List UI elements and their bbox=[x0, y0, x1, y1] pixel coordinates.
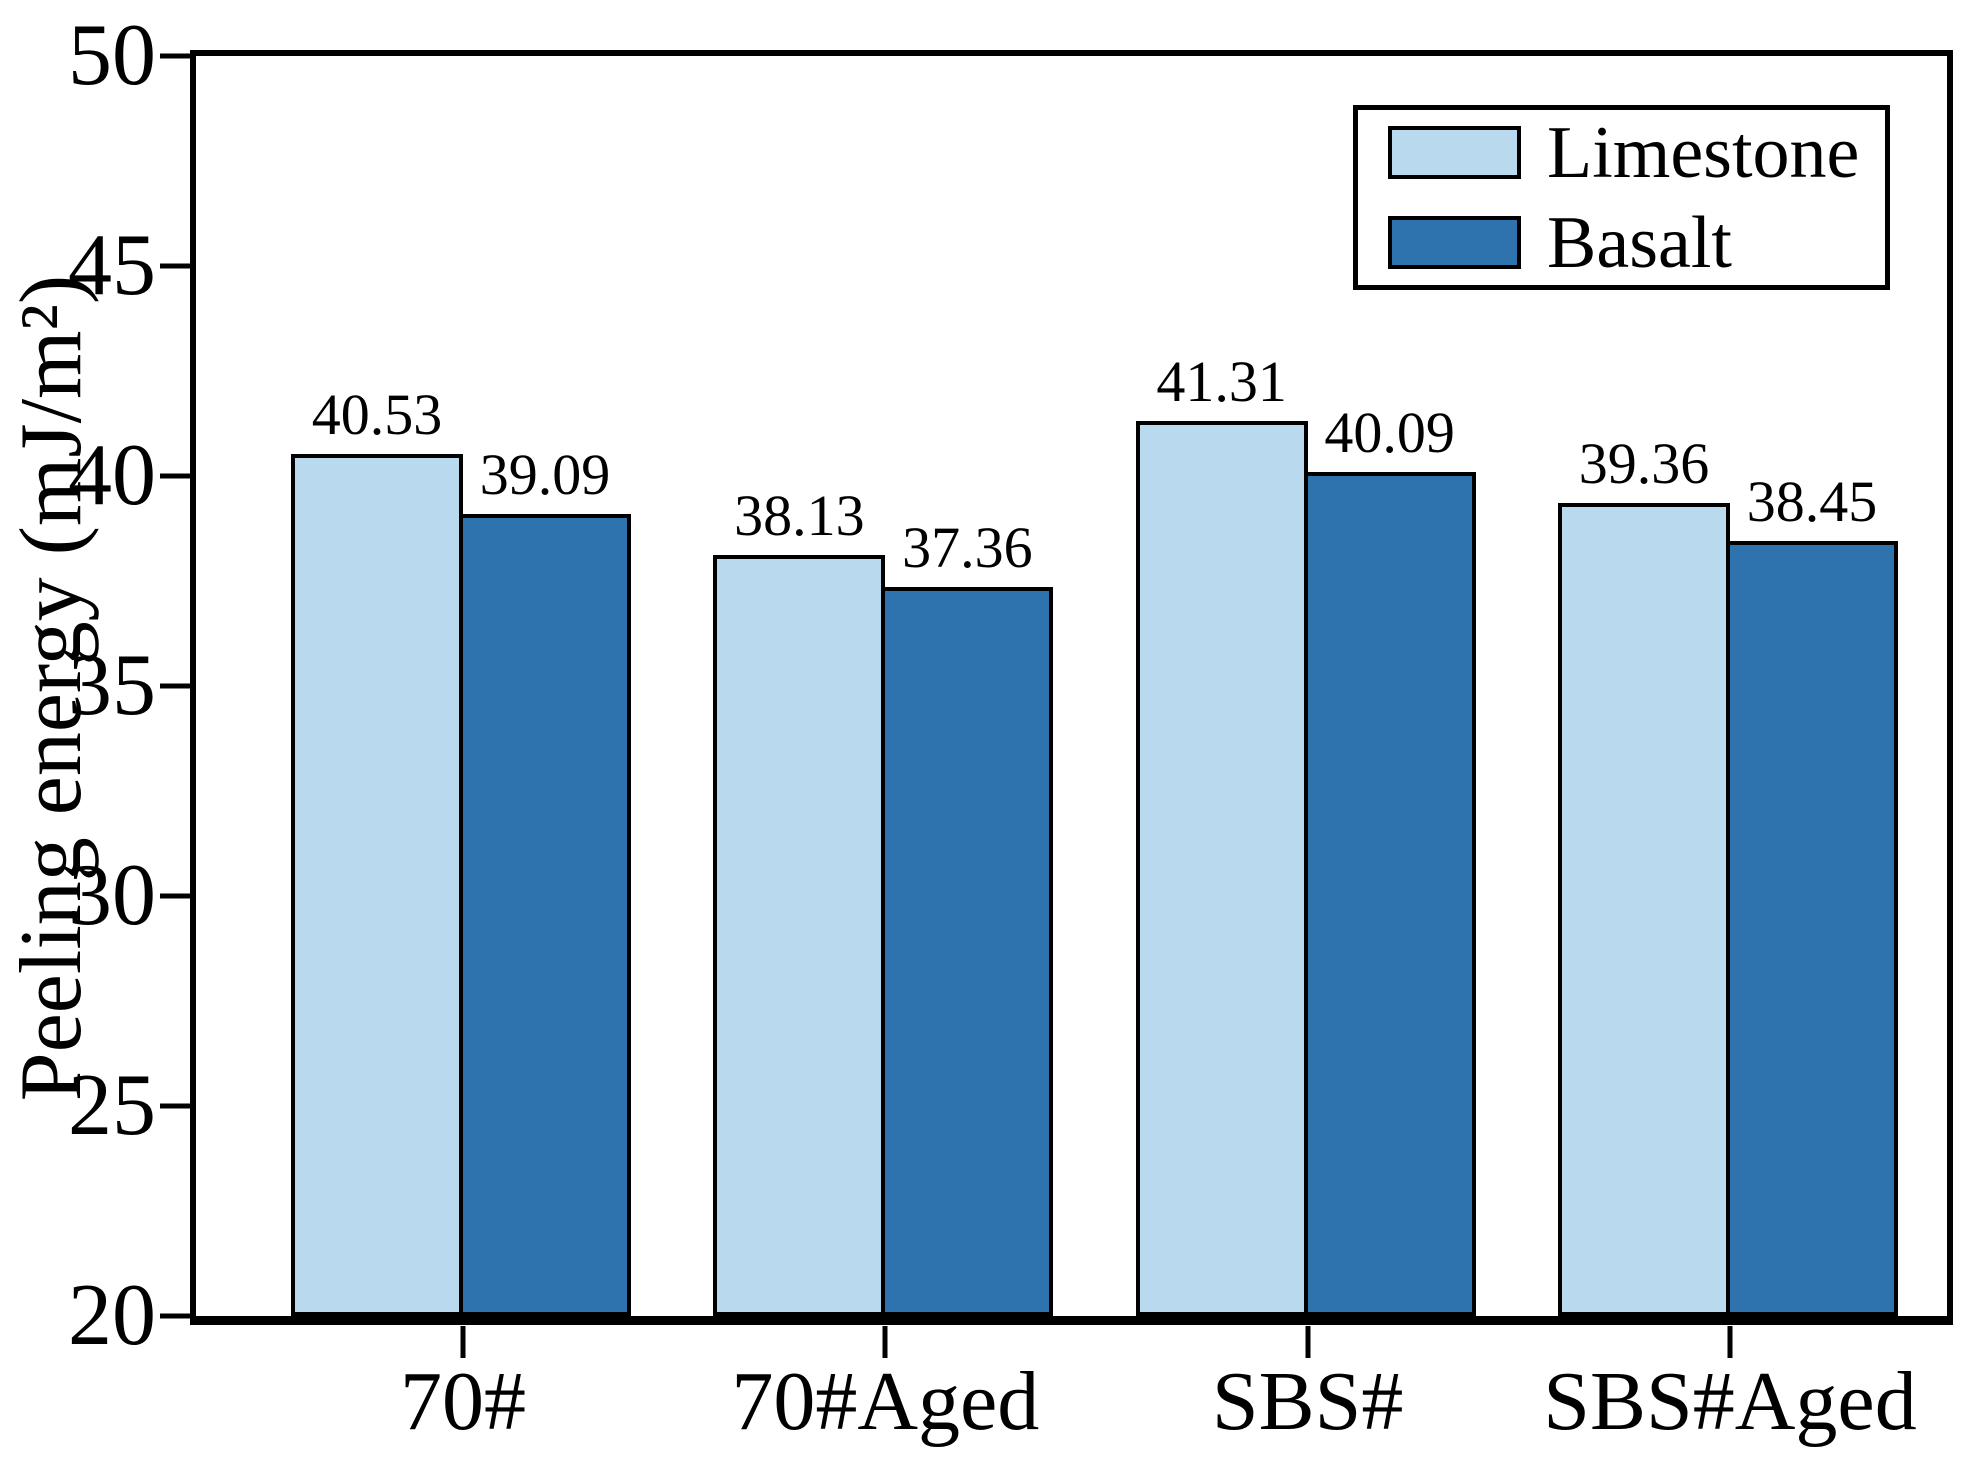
bar-value-label-basalt-sbs: 40.09 bbox=[1324, 400, 1455, 466]
y-axis-tick-label-30: 30 bbox=[68, 847, 156, 944]
bar-value-label-basalt-70: 39.09 bbox=[479, 442, 611, 508]
bar-value-label-limestone-70-aged: 38.13 bbox=[734, 482, 865, 548]
y-axis-tick-35 bbox=[160, 683, 190, 689]
legend-label-limestone: Limestone bbox=[1547, 111, 1860, 194]
x-axis-label-70-aged: 70#Aged bbox=[731, 1355, 1040, 1448]
y-axis-tick-50 bbox=[160, 53, 190, 59]
bar-limestone-sbs: 41.31 bbox=[1135, 352, 1308, 1316]
bar-value-label-limestone-sbs: 41.31 bbox=[1156, 348, 1287, 414]
y-axis-tick-label-25: 25 bbox=[68, 1057, 156, 1154]
legend-item-basalt: Basalt bbox=[1388, 206, 1885, 280]
bar-basalt-sbs: 40.09 bbox=[1303, 404, 1476, 1316]
bar-value-label-basalt-70-aged: 37.36 bbox=[902, 514, 1033, 580]
y-axis-tick-20 bbox=[160, 1313, 190, 1319]
bar-group-sbs: 41.31 40.09 SBS# bbox=[1135, 56, 1480, 1444]
y-axis-tick-45 bbox=[160, 263, 190, 269]
x-axis-tick-70 bbox=[460, 1326, 466, 1358]
y-axis-tick-30 bbox=[160, 893, 190, 899]
legend-item-limestone: Limestone bbox=[1388, 116, 1885, 190]
x-axis-label-sbs: SBS# bbox=[1211, 1355, 1404, 1448]
y-axis-tick-label-45: 45 bbox=[68, 217, 156, 314]
y-axis-tick-40 bbox=[160, 473, 190, 479]
bar-basalt-70-aged: 37.36 bbox=[881, 518, 1054, 1316]
x-axis-tick-sbs-aged bbox=[1727, 1326, 1733, 1358]
legend-swatch-basalt bbox=[1388, 216, 1521, 269]
bar-value-label-basalt-sbs-aged: 38.45 bbox=[1746, 469, 1878, 535]
x-axis-label-70: 70# bbox=[400, 1355, 526, 1448]
bar-group-sbs-aged: 39.36 38.45 SBS#Aged bbox=[1543, 56, 1916, 1443]
bar-limestone-70: 40.53 bbox=[291, 385, 463, 1316]
bars-row: 40.53 39.09 70# 38.13 37.36 70#Aged 41.31 40.09… bbox=[196, 56, 1947, 1444]
y-axis-tick-25 bbox=[160, 1103, 190, 1109]
x-axis-tick-70-aged bbox=[882, 1326, 888, 1358]
bar-basalt-70: 39.09 bbox=[459, 446, 631, 1316]
y-axis-tick-label-50: 50 bbox=[68, 7, 156, 104]
legend-swatch-limestone bbox=[1388, 126, 1521, 179]
y-axis-tick-label-20: 20 bbox=[68, 1267, 156, 1364]
legend-label-basalt: Basalt bbox=[1547, 201, 1732, 284]
y-axis-tick-label-40: 40 bbox=[68, 427, 156, 524]
bar-limestone-70-aged: 38.13 bbox=[713, 486, 886, 1316]
bar-limestone-sbs-aged: 39.36 bbox=[1557, 434, 1730, 1316]
bar-value-label-limestone-70: 40.53 bbox=[311, 381, 443, 447]
bar-value-label-limestone-sbs-aged: 39.36 bbox=[1578, 430, 1710, 496]
x-axis-tick-sbs bbox=[1305, 1326, 1311, 1358]
bar-group-70: 40.53 39.09 70# bbox=[291, 56, 635, 1444]
bar-basalt-sbs-aged: 38.45 bbox=[1725, 473, 1898, 1316]
y-axis-tick-label-35: 35 bbox=[68, 637, 156, 734]
x-axis-label-sbs-aged: SBS#Aged bbox=[1543, 1355, 1917, 1448]
legend-box: Limestone Basalt bbox=[1353, 105, 1890, 290]
bar-group-70-aged: 38.13 37.36 70#Aged bbox=[713, 56, 1057, 1444]
